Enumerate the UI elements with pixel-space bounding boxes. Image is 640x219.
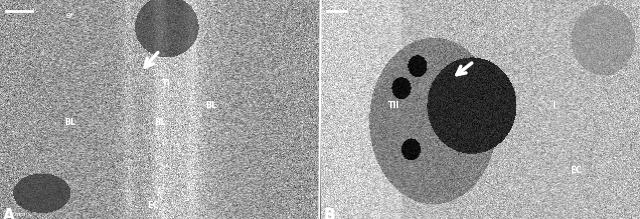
- Text: B: B: [324, 208, 335, 219]
- Text: TII: TII: [388, 101, 400, 110]
- Text: EC: EC: [147, 201, 159, 210]
- Text: I: I: [552, 101, 556, 110]
- Text: 1μm: 1μm: [327, 212, 340, 217]
- Text: EC: EC: [570, 166, 582, 175]
- Text: er: er: [66, 11, 75, 20]
- Text: BL: BL: [205, 101, 216, 110]
- Text: BL: BL: [154, 118, 166, 127]
- Text: BL: BL: [65, 118, 76, 127]
- Text: TI: TI: [162, 79, 170, 88]
- Text: A: A: [3, 208, 15, 219]
- Text: 500nm: 500nm: [6, 212, 26, 217]
